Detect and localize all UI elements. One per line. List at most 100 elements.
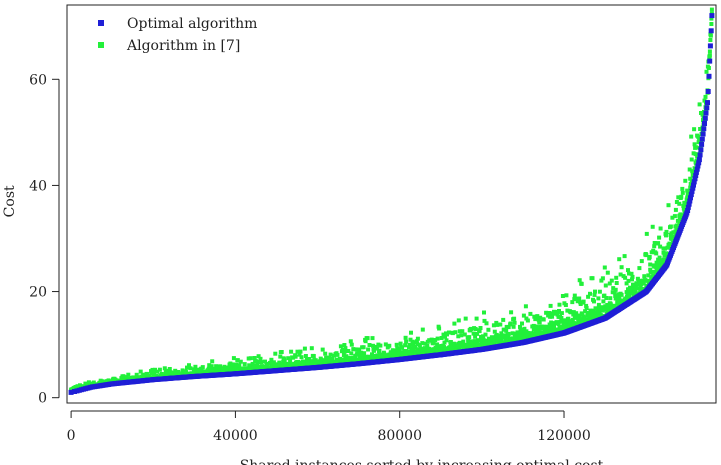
point-algorithm-7 <box>676 225 681 230</box>
point-algorithm-7 <box>654 251 659 256</box>
point-algorithm-7 <box>639 282 644 287</box>
point-algorithm-7 <box>447 345 451 350</box>
point-algorithm-7 <box>642 274 647 279</box>
point-algorithm-7 <box>492 338 497 343</box>
point-optimal-algorithm <box>698 147 704 153</box>
plot-frame <box>66 4 717 404</box>
point-algorithm-7 <box>295 349 300 354</box>
point-algorithm-7 <box>523 304 528 309</box>
point-algorithm-7 <box>394 342 399 347</box>
point-algorithm-7 <box>611 286 616 291</box>
point-algorithm-7 <box>536 325 541 330</box>
point-algorithm-7 <box>692 142 697 147</box>
point-algorithm-7 <box>452 342 457 347</box>
point-algorithm-7 <box>580 311 585 316</box>
point-algorithm-7 <box>518 324 522 329</box>
point-algorithm-7 <box>633 286 638 291</box>
point-algorithm-7 <box>650 224 655 229</box>
point-algorithm-7 <box>626 268 630 273</box>
point-algorithm-7 <box>390 348 395 353</box>
point-algorithm-7 <box>388 351 393 356</box>
point-algorithm-7 <box>415 336 420 341</box>
point-algorithm-7 <box>420 327 425 332</box>
point-algorithm-7 <box>237 363 242 368</box>
y-tick-label: 0 <box>38 391 47 407</box>
x-tick-label: 40000 <box>213 428 258 444</box>
point-algorithm-7 <box>444 338 449 343</box>
point-algorithm-7 <box>185 365 189 370</box>
point-algorithm-7 <box>619 292 624 297</box>
point-algorithm-7 <box>669 235 674 240</box>
point-algorithm-7 <box>522 326 527 331</box>
point-algorithm-7 <box>557 302 562 307</box>
point-algorithm-7 <box>355 351 360 356</box>
point-algorithm-7 <box>248 356 253 361</box>
point-algorithm-7 <box>622 254 627 259</box>
point-algorithm-7 <box>480 342 485 347</box>
point-algorithm-7 <box>377 348 382 353</box>
point-algorithm-7 <box>546 330 551 335</box>
point-algorithm-7 <box>303 354 308 358</box>
point-algorithm-7 <box>423 341 428 346</box>
point-algorithm-7 <box>614 281 619 285</box>
point-algorithm-7 <box>167 367 172 371</box>
point-algorithm-7 <box>187 363 191 368</box>
point-algorithm-7 <box>498 322 503 327</box>
point-optimal-algorithm <box>685 208 691 213</box>
point-algorithm-7 <box>411 342 415 347</box>
point-algorithm-7 <box>515 330 520 335</box>
point-algorithm-7 <box>522 336 527 341</box>
point-algorithm-7 <box>501 327 506 332</box>
point-algorithm-7 <box>495 322 500 327</box>
point-algorithm-7 <box>609 278 614 283</box>
x-tick-label: 120000 <box>537 428 590 444</box>
point-algorithm-7 <box>483 343 488 348</box>
point-algorithm-7 <box>664 251 668 256</box>
point-algorithm-7 <box>612 290 617 295</box>
point-algorithm-7 <box>613 287 618 292</box>
point-algorithm-7 <box>271 360 276 365</box>
point-algorithm-7 <box>83 381 88 386</box>
point-algorithm-7 <box>530 333 535 337</box>
point-optimal-algorithm <box>68 389 74 395</box>
point-algorithm-7 <box>427 350 432 355</box>
point-algorithm-7 <box>323 351 328 356</box>
point-algorithm-7 <box>365 336 370 341</box>
point-algorithm-7 <box>557 309 561 313</box>
point-optimal-algorithm <box>688 192 694 198</box>
point-algorithm-7 <box>709 7 714 12</box>
point-algorithm-7 <box>666 203 671 208</box>
point-algorithm-7 <box>692 127 697 132</box>
point-algorithm-7 <box>374 346 379 351</box>
point-algorithm-7 <box>696 134 701 139</box>
point-algorithm-7 <box>676 195 681 200</box>
point-algorithm-7 <box>475 342 480 347</box>
point-algorithm-7 <box>664 229 669 234</box>
point-algorithm-7 <box>191 367 196 372</box>
point-algorithm-7 <box>263 359 267 364</box>
point-algorithm-7 <box>574 311 579 316</box>
point-algorithm-7 <box>565 308 570 313</box>
point-algorithm-7 <box>279 350 284 354</box>
x-axis-title: Shared instances sorted by increasing op… <box>240 458 604 465</box>
point-algorithm-7 <box>370 336 375 341</box>
point-algorithm-7 <box>400 351 405 355</box>
point-optimal-algorithm <box>703 110 709 116</box>
point-algorithm-7 <box>541 317 546 322</box>
point-algorithm-7 <box>563 303 568 307</box>
point-algorithm-7 <box>677 201 682 206</box>
point-optimal-algorithm <box>705 89 711 94</box>
point-algorithm-7 <box>555 312 560 317</box>
point-algorithm-7 <box>372 348 376 353</box>
point-algorithm-7 <box>471 331 476 336</box>
point-algorithm-7 <box>473 327 478 331</box>
point-algorithm-7 <box>676 223 681 228</box>
point-algorithm-7 <box>637 279 642 284</box>
point-algorithm-7 <box>258 356 263 361</box>
point-algorithm-7 <box>403 335 408 340</box>
point-algorithm-7 <box>465 346 470 351</box>
legend-item: Optimal algorithm <box>98 16 257 32</box>
point-algorithm-7 <box>431 340 436 345</box>
point-optimal-algorithm <box>700 131 706 137</box>
point-algorithm-7 <box>680 190 685 195</box>
